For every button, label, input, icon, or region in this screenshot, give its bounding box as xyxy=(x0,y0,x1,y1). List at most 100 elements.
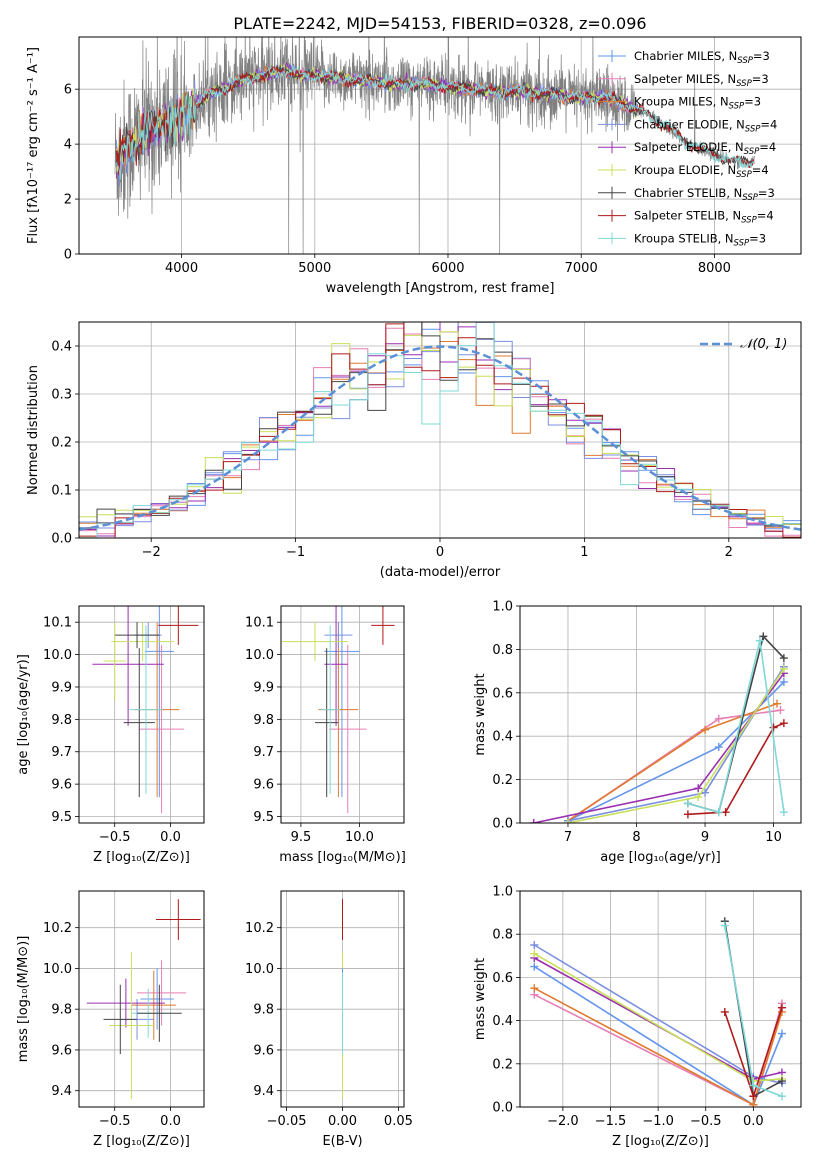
age_vs_Z-grid xyxy=(79,606,204,823)
legend-item-salpeter-stelib: Salpeter STELIB, NSSP=4 xyxy=(598,209,774,226)
age_vs_mass-point-kroupa-elodie-5 xyxy=(282,622,348,662)
weight_vs_age-marker-chabrier-miles-2 xyxy=(779,677,788,686)
age_vs_mass-point-salpeter-miles-1 xyxy=(329,644,367,814)
weight_vs_age-ytick-label-3: 0.6 xyxy=(492,686,513,701)
weight_vs_age-plot-area xyxy=(529,632,788,823)
weight_vs_Z-marker-kroupa-stelib-0 xyxy=(720,921,729,930)
spectrum-ytick-label-0: 0 xyxy=(64,248,72,263)
legend-label-n: =4 xyxy=(760,117,777,131)
legend-label-chabrier-miles: Chabrier MILES, NSSP=3 xyxy=(634,49,770,66)
spectrum-frame xyxy=(78,36,802,255)
weight_vs_Z-frame xyxy=(519,890,802,1108)
weight_vs_age-xtick-label-3: 10 xyxy=(765,830,782,845)
legend-label-name: Chabrier ELODIE, N xyxy=(634,117,745,131)
weight_vs_Z-ytick-label-4: 0.8 xyxy=(492,928,513,943)
mass_vs_Z-ytick-label-0: 9.4 xyxy=(51,1084,72,1099)
spectrum-xtick-label-3: 7000 xyxy=(565,261,598,276)
mass-vs-metallicity-chart: −0.5 0.0 9.4 9.6 9.8 10.0 10.2 Z [log₁₀(Z/Z⊙)] m… xyxy=(16,890,205,1149)
age_vs_mass-grid xyxy=(281,606,404,823)
weight_vs_Z-marker-kroupa-miles-1 xyxy=(749,1100,758,1107)
age_vs_Z-point-chabrier-miles-0 xyxy=(144,606,174,798)
age_vs_Z-ytick-label-1: 9.6 xyxy=(51,778,72,793)
spectrum-ytick-label-3: 6 xyxy=(64,83,72,98)
weight_vs_Z-marker-kroupa-stelib-2 xyxy=(777,1092,786,1101)
legend-label-n: =3 xyxy=(753,49,770,63)
legend-label-name: Kroupa ELODIE, N xyxy=(634,163,736,177)
age_vs_Z-xtick-label-0: −0.5 xyxy=(99,830,131,845)
age_vs_Z-point-kroupa-elodie-10 xyxy=(103,622,126,700)
weight_vs_age-series-salpeter-stelib xyxy=(683,719,788,819)
weight_vs_age-ytick-label-5: 1.0 xyxy=(492,600,513,615)
legend-label-sub: SSP xyxy=(745,124,761,134)
age_vs_mass-point-chabrier-stelib-6 xyxy=(314,648,339,798)
age_vs_mass-ytick-label-1: 9.6 xyxy=(253,778,274,793)
weight_vs_age-xtick-label-0: 7 xyxy=(564,830,572,845)
legend-label-sub: SSP xyxy=(742,193,758,203)
legend-item-kroupa-stelib: Kroupa STELIB, NSSP=3 xyxy=(598,231,766,248)
weight_vs_Z-ylabel: mass weight xyxy=(473,958,488,1040)
legend-label-n: =3 xyxy=(749,231,766,245)
age_vs_mass-ytick-label-0: 9.5 xyxy=(253,810,274,825)
legend-label-sub: SSP xyxy=(729,102,745,112)
legend-label-name: Chabrier STELIB, N xyxy=(634,186,742,200)
mass_vs_EBV-ytick-label-3: 10.0 xyxy=(245,962,274,977)
legend-label-salpeter-miles: Salpeter MILES, NSSP=3 xyxy=(634,72,769,89)
weight_vs_age-marker-salpeter-stelib-1 xyxy=(721,808,730,817)
weight_vs_Z-xtick-label-1: −1.5 xyxy=(595,1114,627,1129)
residuals-frame xyxy=(78,321,802,539)
spectrum-xlabel: wavelength [Angstrom, rest frame] xyxy=(326,281,555,296)
spectrum-ylabel: Flux [fλ10⁻¹⁷ erg cm⁻² s⁻¹ A⁻¹] xyxy=(26,47,41,244)
mass_vs_Z-point-chabrier-stelib-6 xyxy=(103,984,138,1055)
mass_vs_EBV-ytick-label-1: 9.6 xyxy=(253,1043,274,1058)
residuals-legend: 𝒩(0, 1) xyxy=(700,337,787,352)
weight_vs_age-series-kroupa-elodie xyxy=(563,664,788,823)
weight_vs_age-xlabel: age [log₁₀(age/yr)] xyxy=(600,850,721,865)
mass_vs_Z-plot-area xyxy=(86,899,201,1099)
legend-label-name: Salpeter STELIB, N xyxy=(634,209,741,223)
age_vs_mass-ytick-label-4: 9.9 xyxy=(253,680,274,695)
legend-label-sub: SSP xyxy=(741,216,757,226)
age_vs_mass-point-kroupa-stelib-8 xyxy=(320,625,340,794)
age_vs_mass-point-chabrier-miles-0 xyxy=(324,606,360,798)
weight_vs_Z-marker-kroupa-miles-0 xyxy=(530,984,539,993)
weight_vs_age-marker-kroupa-miles-1 xyxy=(701,725,710,734)
mass_vs_EBV-ytick-label-2: 9.8 xyxy=(253,1003,274,1018)
weight_vs_Z-marker-chabrier-elodie-0 xyxy=(530,941,539,949)
age_vs_mass-xlabel: mass [log₁₀(M/M⊙)] xyxy=(279,850,406,865)
residuals-chart: −2 −1 0 1 2 0.0 0.1 0.2 0.3 0.4 (data-model)/error… xyxy=(26,321,802,580)
mass_vs_Z-frame xyxy=(78,890,205,1108)
legend-label-n: =4 xyxy=(757,209,774,223)
weight_vs_age-marker-salpeter-stelib-0 xyxy=(683,810,692,819)
weight_vs_age-marker-kroupa-elodie-2 xyxy=(779,664,788,673)
legend-label-n: =3 xyxy=(758,186,775,200)
legend-label-kroupa-elodie: Kroupa ELODIE, NSSP=4 xyxy=(634,163,769,180)
residuals-plot-area xyxy=(79,322,801,538)
weight_vs_age-marker-salpeter-stelib-2 xyxy=(769,723,778,732)
weight_vs_Z-xtick-label-2: −1.0 xyxy=(642,1114,674,1129)
age_vs_Z-point-salpeter-miles-1 xyxy=(139,644,184,814)
spectrum-chart: 4000 5000 6000 7000 8000 0 2 4 6 wavelength [Angs… xyxy=(26,36,802,296)
weight_vs_Z-xtick-label-4: 0.0 xyxy=(743,1114,764,1129)
age_vs_mass-xtick-label-0: 9.5 xyxy=(291,830,312,845)
age_vs_mass-point-chabrier-elodie-3 xyxy=(324,622,353,649)
spectrum-xtick-label-1: 5000 xyxy=(298,261,331,276)
age_vs_mass-xtick-label-1: 10.0 xyxy=(345,830,374,845)
mass_vs_Z-point-salpeter-miles-1 xyxy=(137,960,187,1026)
spectrum-model-kroupa-stelib xyxy=(115,65,755,180)
legend-label-gaussian: 𝒩(0, 1) xyxy=(740,337,787,352)
mass_vs_Z-ylabel: mass [log₁₀(M/M⊙)] xyxy=(16,936,31,1063)
age_vs_Z-point-salpeter-stelib-7 xyxy=(158,606,199,645)
residuals-xtick-label-1: −1 xyxy=(286,545,305,560)
age_vs_mass-ytick-label-6: 10.1 xyxy=(245,616,274,631)
residuals-ytick-label-4: 0.4 xyxy=(51,340,72,355)
residuals-xlabel: (data-model)/error xyxy=(380,565,501,580)
weight_vs_age-series-kroupa-stelib xyxy=(683,636,788,817)
weight_vs_Z-series-salpeter-stelib xyxy=(720,1003,786,1101)
weight_vs_Z-xtick-label-3: −0.5 xyxy=(690,1114,722,1129)
residuals-ylabel: Normed distribution xyxy=(26,365,41,495)
age_vs_mass-ytick-label-5: 10.0 xyxy=(245,648,274,663)
legend-label-name: Salpeter ELODIE, N xyxy=(634,140,744,154)
mass_vs_Z-point-kroupa-elodie-5 xyxy=(109,952,154,1099)
age_vs_Z-xtick-label-1: 0.0 xyxy=(160,830,181,845)
